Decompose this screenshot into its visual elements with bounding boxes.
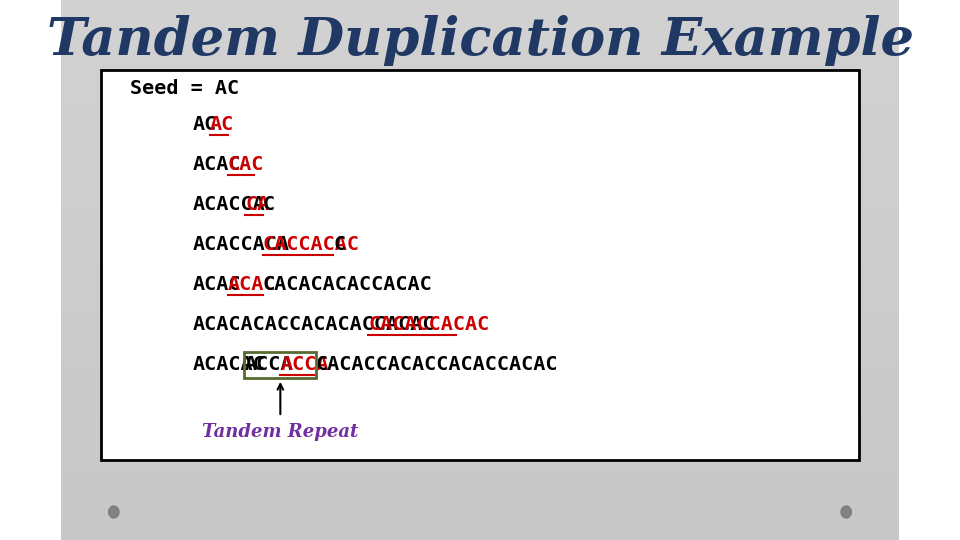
Text: ACAC: ACAC [192,156,241,174]
Text: CACCACAC: CACCACAC [263,235,360,254]
Text: ACCA: ACCA [280,355,329,375]
Text: Tandem Duplication Example: Tandem Duplication Example [46,15,914,65]
Text: C: C [333,235,346,254]
Text: CACACCACAC: CACACCACAC [369,315,490,334]
Text: ACACCACA: ACACCACA [192,235,289,254]
Text: AC: AC [192,116,217,134]
Text: CAC: CAC [228,156,264,174]
Text: ACACACACCACACACCACAC: ACACACACCACACACCACAC [192,315,435,334]
Text: CACACACACCACAC: CACACACACCACAC [263,275,432,294]
Text: CACACCACACCACACCACAC: CACACCACACCACACCACAC [316,355,558,375]
Circle shape [841,506,852,518]
Text: ACAC: ACAC [228,275,276,294]
Text: Tandem Repeat: Tandem Repeat [203,423,358,441]
Text: AC: AC [210,116,234,134]
FancyBboxPatch shape [101,70,859,460]
Text: ACCA: ACCA [245,355,294,375]
Text: ACAC: ACAC [192,275,241,294]
Text: Seed = AC: Seed = AC [130,78,239,98]
Circle shape [108,506,119,518]
Text: C: C [263,195,275,214]
Text: ACACAC: ACACAC [192,355,265,375]
Text: ACACCA: ACACCA [192,195,265,214]
Text: CA: CA [245,195,270,214]
